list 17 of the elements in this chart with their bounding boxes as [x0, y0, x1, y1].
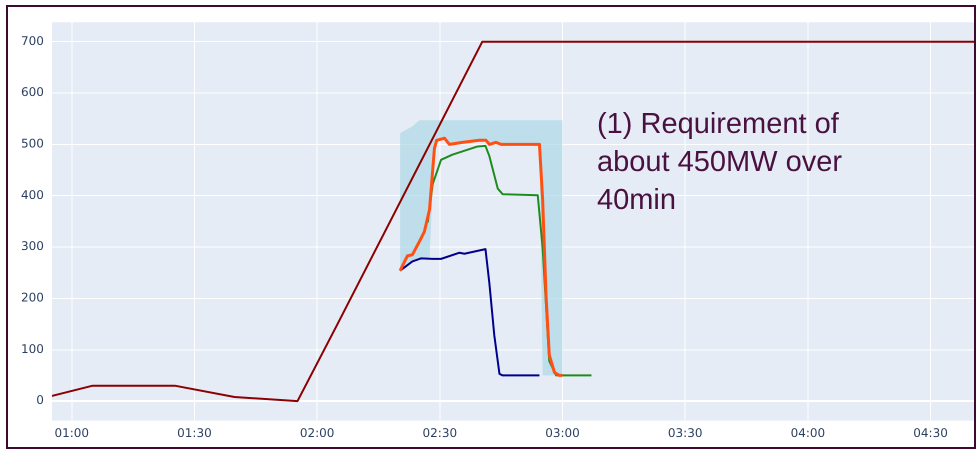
y-tick-label: 700 [21, 34, 44, 48]
x-tick-label: 03:00 [545, 426, 580, 440]
x-tick-label: 01:00 [54, 426, 90, 440]
x-tick-label: 04:00 [790, 426, 826, 440]
x-tick-label: 02:00 [300, 426, 334, 440]
y-tick-label: 400 [21, 188, 44, 202]
y-tick-label: 100 [21, 342, 44, 356]
x-tick-label: 02:30 [422, 426, 458, 440]
y-tick-label: 0 [36, 393, 44, 408]
y-tick-label: 300 [21, 239, 44, 254]
y-tick-label: 500 [21, 136, 44, 151]
annotation: (1) Requirement of about 450MW over 40min [597, 107, 844, 218]
x-tick-label: 04:30 [913, 426, 948, 440]
y-tick-label: 600 [21, 85, 44, 100]
x-tick-label: 03:30 [668, 426, 702, 440]
y-tick-label: 200 [21, 290, 44, 305]
x-tick-label: 01:30 [177, 426, 212, 440]
